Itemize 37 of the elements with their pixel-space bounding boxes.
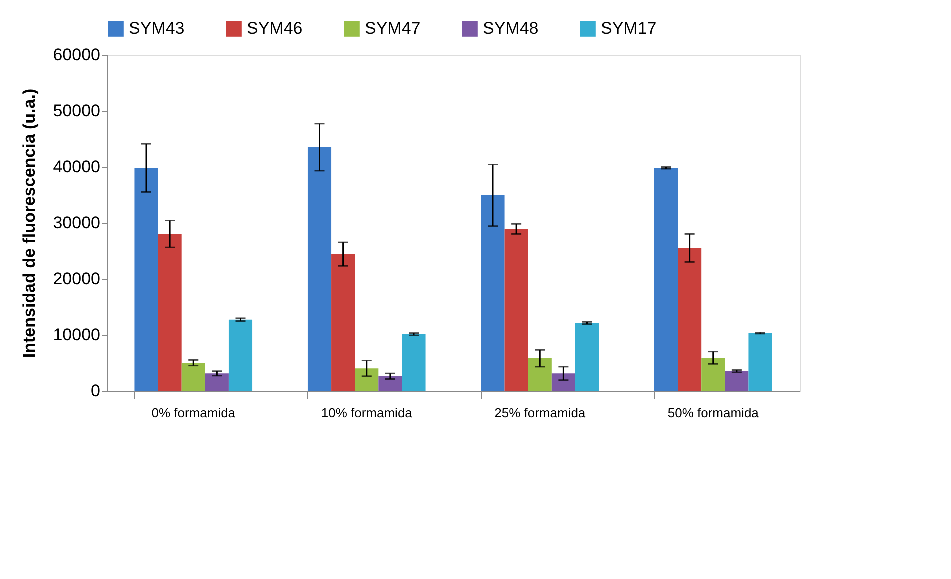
- y-tick-label: 0: [91, 382, 100, 400]
- bar: [678, 248, 702, 391]
- bar: [158, 234, 182, 391]
- x-tick-label: 25% formamida: [494, 406, 586, 420]
- bar: [654, 168, 678, 391]
- bar: [205, 374, 229, 391]
- bar: [575, 323, 600, 391]
- bar: [308, 147, 332, 391]
- bar: [528, 358, 552, 391]
- bar: [702, 358, 726, 391]
- bar: [402, 334, 426, 391]
- bar: [134, 168, 158, 391]
- bar: [355, 368, 379, 391]
- bar: [504, 229, 528, 391]
- y-tick-label: 50000: [53, 102, 100, 120]
- bar: [748, 333, 772, 391]
- legend-label: SYM48: [483, 19, 539, 38]
- y-tick-label: 10000: [53, 326, 100, 344]
- y-tick-label: 30000: [53, 214, 100, 232]
- y-axis-title: Intensidad de fluorescencia (u.a.): [20, 88, 40, 358]
- x-tick-label: 50% formamida: [668, 406, 760, 420]
- legend-label: SYM17: [601, 19, 657, 38]
- x-tick-label: 10% formamida: [321, 406, 414, 420]
- y-tick-label: 20000: [53, 270, 100, 288]
- y-tick-label: 60000: [53, 46, 100, 64]
- legend-label: SYM46: [247, 19, 303, 38]
- bar: [182, 363, 206, 391]
- bar: [481, 196, 505, 391]
- bar: [725, 371, 749, 391]
- y-tick-label: 40000: [53, 158, 100, 176]
- bar: [378, 376, 402, 391]
- bar: [552, 374, 576, 391]
- legend-label: SYM43: [129, 19, 185, 38]
- x-tick-label: 0% formamida: [152, 406, 236, 420]
- bar: [332, 254, 356, 391]
- bar: [228, 320, 253, 391]
- legend-label: SYM47: [365, 19, 421, 38]
